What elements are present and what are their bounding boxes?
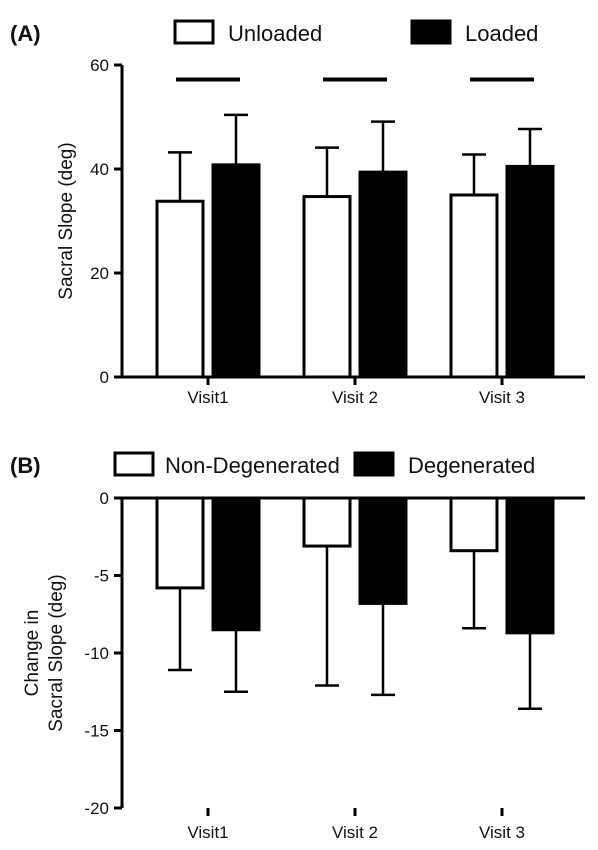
- legend-label: Degenerated: [408, 453, 535, 478]
- y-tick-label: 0: [100, 489, 109, 508]
- y-tick-label: -10: [84, 644, 109, 663]
- y-tick-label: 0: [100, 368, 109, 387]
- y-axis-title-line: Change in: [22, 610, 43, 697]
- bar: [155, 199, 205, 379]
- y-tick-label: -15: [84, 722, 109, 741]
- legend-swatch: [353, 451, 395, 477]
- bar: [505, 164, 555, 379]
- category-label: Visit 3: [479, 823, 525, 842]
- chart-panel-1: (A) Unloaded Loaded 0 20 40 60 Visit1 Visit 2 Vis…: [10, 19, 585, 407]
- legend-swatch: [113, 451, 155, 477]
- category-label: Visit 2: [332, 823, 378, 842]
- bar: [211, 163, 261, 379]
- y-tick-label: 20: [90, 264, 109, 283]
- category-label: Visit1: [187, 823, 228, 842]
- bar: [302, 195, 352, 379]
- bar: [449, 193, 499, 379]
- y-axis-title-line: Sacral Slope (deg): [46, 574, 67, 731]
- y-tick-label: -20: [84, 799, 109, 818]
- y-tick-label: 40: [90, 160, 109, 179]
- y-tick-label: 60: [90, 56, 109, 75]
- bar: [302, 496, 352, 548]
- bar: [449, 496, 499, 553]
- bar: [505, 496, 555, 635]
- panel-label: (A): [10, 21, 41, 46]
- bar: [155, 496, 205, 590]
- bar: [358, 170, 408, 379]
- category-label: Visit 2: [332, 388, 378, 407]
- bar: [211, 496, 261, 632]
- y-axis-title: Sacral Slope (deg): [56, 142, 77, 299]
- legend-label: Unloaded: [228, 21, 322, 46]
- chart-panel-2: (B) Non-Degenerated Degenerated 0 -5 -10 -15 -2…: [10, 451, 585, 842]
- bar: [358, 496, 408, 605]
- legend-swatch: [410, 19, 452, 45]
- legend-label: Non-Degenerated: [165, 453, 340, 478]
- category-label: Visit1: [187, 388, 228, 407]
- y-axis-title-line: Sacral Slope (deg): [56, 142, 77, 299]
- y-axis-title: Change in Sacral Slope (deg): [22, 574, 67, 731]
- panel-label: (B): [10, 453, 41, 478]
- category-label: Visit 3: [479, 388, 525, 407]
- legend-label: Loaded: [465, 21, 538, 46]
- legend-swatch: [173, 19, 215, 45]
- y-tick-label: -5: [94, 567, 109, 586]
